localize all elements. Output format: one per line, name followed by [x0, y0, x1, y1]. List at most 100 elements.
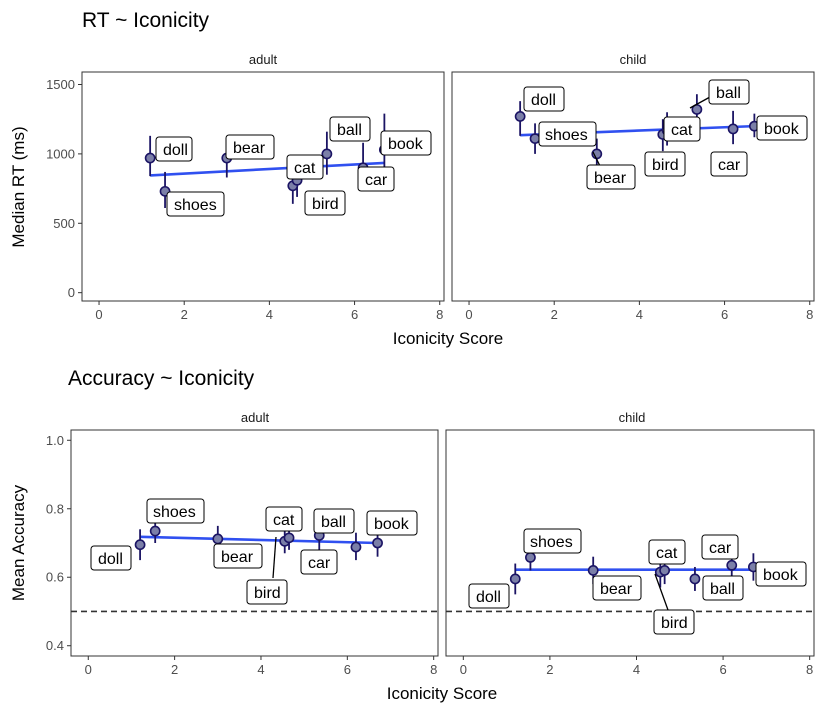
- label-acc-child-cat: cat: [648, 539, 686, 565]
- label-box: [313, 508, 355, 534]
- x-tick-label: 6: [344, 662, 351, 677]
- label-rt-child-bird: bird: [644, 151, 686, 177]
- label-rt-child-shoes: shoes: [538, 121, 597, 147]
- label-acc-child-bear: bear: [592, 575, 642, 601]
- label-text: cat: [671, 122, 693, 139]
- label-text: bear: [221, 549, 254, 566]
- label-text: book: [764, 121, 800, 138]
- label-box: [329, 116, 371, 142]
- label-text: bird: [661, 615, 688, 632]
- point-bear: [212, 533, 224, 545]
- label-text: doll: [98, 551, 123, 568]
- acc-adult-labels: doll shoes bear cat bird ball: [90, 498, 418, 605]
- x-tick-label: 6: [721, 307, 728, 322]
- label-text: book: [374, 516, 410, 533]
- label-text: shoes: [545, 127, 588, 144]
- label-box: [702, 575, 744, 601]
- rt-child-labels: doll shoes bear cat bird ball: [523, 79, 808, 190]
- panel-acc-adult: doll shoes bear cat bird ball: [70, 429, 439, 657]
- x-tick-label: 4: [633, 662, 640, 677]
- x-tick-label: 2: [551, 307, 558, 322]
- label-text: doll: [476, 589, 501, 606]
- trend-line: [150, 161, 385, 177]
- label-text: car: [718, 157, 741, 174]
- label-rt-adult-cat: cat: [286, 154, 324, 180]
- label-box: [648, 539, 686, 565]
- label-box: [538, 121, 597, 147]
- point-shoes: [525, 551, 536, 563]
- label-rt-adult-car: car: [357, 166, 395, 192]
- x-tick-label: 0: [95, 307, 102, 322]
- label-text: doll: [531, 92, 556, 109]
- label-rt-child-ball: ball: [708, 79, 750, 105]
- label-text: bird: [312, 196, 339, 213]
- leader-line-bird: [654, 573, 669, 611]
- label-box: [90, 545, 132, 571]
- label-text: shoes: [530, 534, 573, 551]
- x-tick-label: 4: [257, 662, 264, 677]
- label-box: [155, 136, 193, 162]
- label-text: ball: [716, 85, 741, 102]
- label-acc-adult-doll: doll: [90, 545, 132, 571]
- label-box: [755, 561, 807, 587]
- x-axis-title-rt: Iconicity Score: [393, 329, 504, 348]
- label-box: [357, 166, 395, 192]
- x-tick-label: 8: [806, 307, 813, 322]
- label-box: [286, 154, 324, 180]
- label-acc-adult-bird: bird: [246, 579, 288, 605]
- label-rt-adult-doll: doll: [155, 136, 193, 162]
- label-text: bird: [652, 157, 679, 174]
- x-tick-label: 0: [85, 662, 92, 677]
- label-text: bear: [600, 581, 633, 598]
- acc-child-labels: doll shoes bear cat bird ball: [468, 528, 807, 635]
- y-tick-label: 1500: [46, 77, 75, 92]
- label-box: [225, 134, 275, 160]
- x-tick-label: 8: [430, 662, 437, 677]
- label-box: [701, 534, 739, 560]
- label-acc-child-book: book: [755, 561, 807, 587]
- leader-line-ball: [689, 96, 711, 109]
- label-rt-adult-bird: bird: [304, 190, 346, 216]
- label-rt-child-bear: bear: [586, 164, 636, 190]
- label-acc-child-car: car: [701, 534, 739, 560]
- point-cat: [283, 532, 295, 544]
- x-tick-label: 8: [806, 662, 813, 677]
- label-acc-child-doll: doll: [468, 583, 510, 609]
- y-axis-title-accuracy: Mean Accuracy: [9, 484, 28, 601]
- trend-line: [140, 535, 378, 545]
- x-tick-label: 6: [719, 662, 726, 677]
- label-acc-child-shoes: shoes: [523, 528, 582, 554]
- label-text: book: [763, 567, 799, 584]
- point-cat: [659, 564, 671, 576]
- x-axis-title-accuracy: Iconicity Score: [387, 684, 498, 703]
- x-tick-label: 4: [266, 307, 273, 322]
- label-box: [644, 151, 686, 177]
- x-tick-label: 0: [460, 662, 467, 677]
- label-box: [166, 191, 225, 217]
- label-text: cat: [294, 160, 316, 177]
- leader-line-bear: [592, 151, 601, 167]
- x-tick-label: 0: [465, 307, 472, 322]
- label-rt-adult-shoes: shoes: [166, 191, 225, 217]
- label-text: car: [365, 172, 388, 189]
- y-tick-label: 0.4: [46, 638, 64, 653]
- label-rt-child-car: car: [710, 151, 748, 177]
- rt-adult-labels: doll shoes bear cat bird ball: [155, 116, 432, 217]
- x-tick-label: 2: [546, 662, 553, 677]
- facet-strip-child-acc: child: [619, 410, 646, 425]
- label-acc-adult-shoes: shoes: [146, 498, 205, 524]
- label-acc-adult-cat: cat: [265, 506, 303, 532]
- label-box: [708, 79, 750, 105]
- label-text: ball: [321, 514, 346, 531]
- label-rt-child-book: book: [756, 115, 808, 141]
- label-text: cat: [656, 545, 678, 562]
- label-box: [300, 549, 338, 575]
- label-box: [213, 543, 263, 569]
- point-car: [350, 541, 362, 553]
- label-box: [304, 190, 346, 216]
- facet-strip-adult-rt: adult: [249, 52, 278, 67]
- label-acc-child-bird: bird: [653, 609, 695, 635]
- y-tick-label: 0: [68, 285, 75, 300]
- label-text: bear: [233, 140, 266, 157]
- label-text: bird: [254, 585, 281, 602]
